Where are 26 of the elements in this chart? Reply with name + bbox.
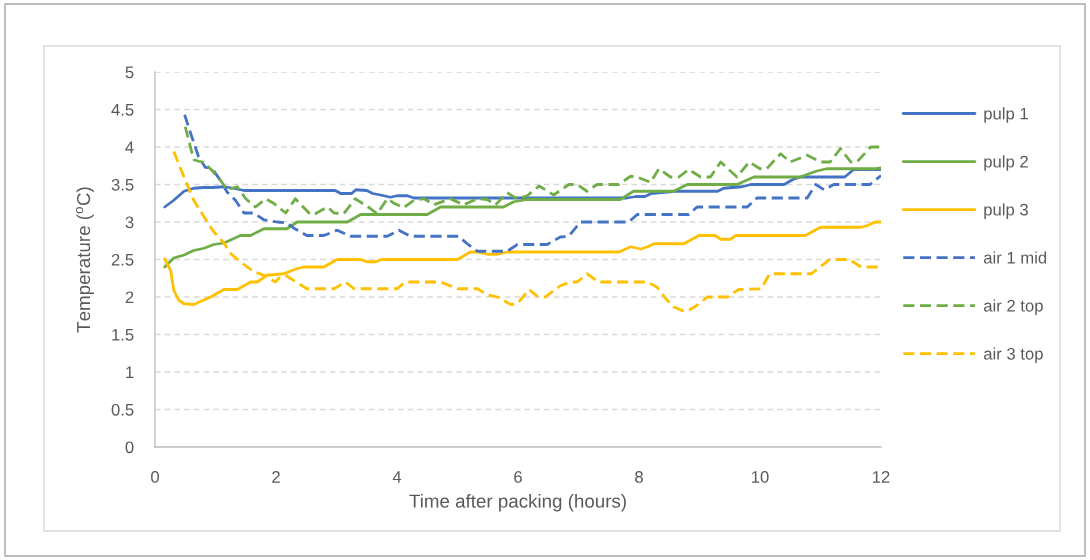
legend-label: pulp 3: [984, 203, 1028, 219]
y-tick-label: 2: [125, 291, 134, 304]
legend-label: pulp 1: [984, 107, 1028, 123]
y-tick-label: 3.5: [111, 178, 134, 191]
y-tick-label: 4.5: [111, 104, 134, 116]
y-axis-title: Temperature ($^{o}$C): [76, 187, 94, 333]
x-tick-label: 8: [635, 471, 643, 483]
x-tick-label: 4: [392, 471, 402, 483]
x-tick-label: 12: [873, 471, 890, 483]
x-tick-label: 0: [151, 471, 159, 483]
y-tick-label: 1.5: [112, 329, 134, 341]
legend-label: air 1 mid: [983, 251, 1047, 264]
x-tick-label: 6: [514, 471, 522, 483]
y-tick-label: 1: [126, 366, 134, 379]
legend-label: air 2 top: [983, 299, 1043, 315]
legend-label: air 3 top: [983, 347, 1043, 363]
x-axis-title: Time after packing (hours): [409, 494, 626, 512]
y-tick-label: 2.5: [111, 253, 134, 266]
y-tick-label: 0: [125, 441, 134, 454]
x-tick-label: 10: [752, 471, 769, 483]
y-tick-label: 4: [125, 141, 134, 154]
y-tick-label: 3: [125, 216, 134, 229]
legend-label: pulp 2: [984, 155, 1028, 171]
y-tick-label: 5: [125, 66, 134, 79]
y-tick-label: 0.5: [111, 403, 134, 416]
x-tick-label: 2: [272, 471, 280, 483]
